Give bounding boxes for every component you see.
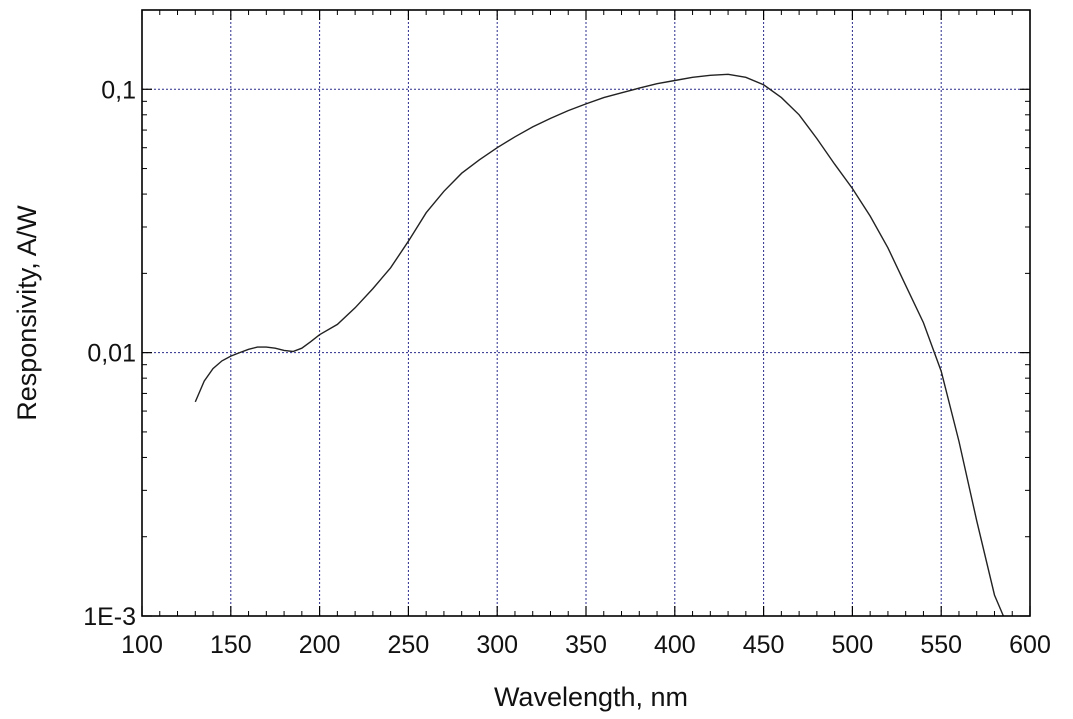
x-tick-label: 450: [743, 631, 785, 659]
x-tick-label: 100: [121, 631, 163, 659]
y-tick-label: 0,01: [87, 340, 136, 368]
x-tick-label: 250: [388, 631, 430, 659]
x-axis-label: Wavelength, nm: [494, 682, 688, 712]
y-axis-label: Responsivity, A/W: [12, 205, 42, 421]
x-tick-label: 350: [565, 631, 607, 659]
x-tick-label: 400: [654, 631, 696, 659]
plot-frame: [141, 9, 1031, 617]
responsivity-curve: [194, 73, 1005, 617]
x-tick-label: 550: [920, 631, 962, 659]
x-tick-label: 150: [210, 631, 252, 659]
x-tick-label: 300: [476, 631, 518, 659]
x-tick-label: 600: [1009, 631, 1051, 659]
x-tick-label: 200: [299, 631, 341, 659]
grid-lines: [142, 10, 1030, 616]
y-tick-label: 0,1: [101, 76, 136, 104]
x-tick-label: 500: [832, 631, 874, 659]
plot-background: [142, 10, 1030, 616]
y-tick-label: 1E-3: [83, 603, 136, 631]
x-tick-labels: 100 150 200 250 300 350 400 450 500 550 600: [121, 631, 1051, 659]
y-tick-labels: 1E-3 0,01 0,1: [83, 76, 136, 631]
